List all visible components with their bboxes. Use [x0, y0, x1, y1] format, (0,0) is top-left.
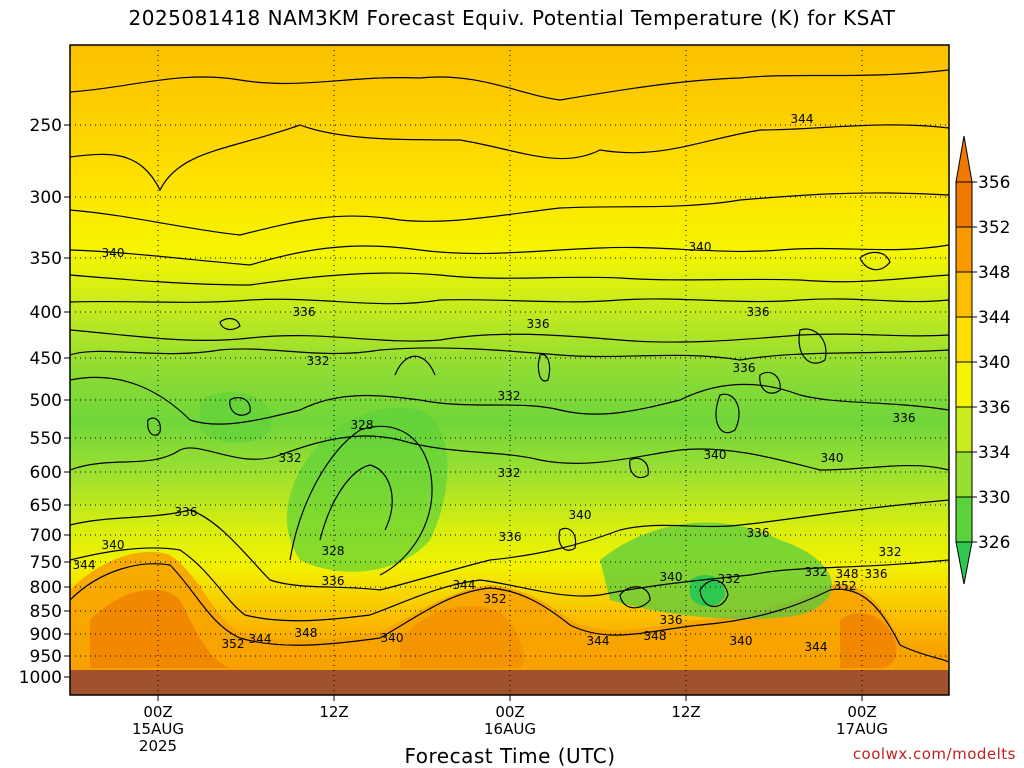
- contour-label: 352: [834, 579, 857, 593]
- contour-label: 332: [498, 389, 521, 403]
- contour-lines: [70, 69, 949, 663]
- contour-label: 348: [644, 629, 667, 643]
- y-tick-label: 300: [30, 188, 62, 208]
- colorbar-label: 336: [978, 398, 1010, 418]
- x-tick-label: 00Z: [847, 703, 876, 721]
- colorbar-segment: [955, 361, 973, 408]
- contour-label: 336: [527, 317, 550, 331]
- colorbar-segment: [955, 181, 973, 228]
- colorbar-segment: [955, 271, 973, 318]
- contour-label: 336: [322, 574, 345, 588]
- colorbar-arrow-top: [955, 135, 973, 183]
- y-tick-label: 750: [30, 553, 62, 573]
- x-tick-label: 2025: [139, 737, 177, 755]
- y-tick-label: 350: [30, 249, 62, 269]
- colorbar-label: 334: [978, 443, 1010, 463]
- colorbar-segment: [955, 451, 973, 498]
- contour-label: 340: [821, 451, 844, 465]
- contour-label: 352: [484, 592, 507, 606]
- contour-label: 340: [381, 631, 404, 645]
- contour-label: 328: [322, 544, 345, 558]
- contour-label: 336: [747, 305, 770, 319]
- contour-label: 328: [351, 418, 374, 432]
- contour-label: 332: [279, 451, 302, 465]
- contour-label: 340: [102, 538, 125, 552]
- x-tick-label: 12Z: [671, 703, 700, 721]
- y-tick-label: 550: [30, 429, 62, 449]
- contour-label: 352: [222, 637, 245, 651]
- x-tick-label: 00Z: [143, 703, 172, 721]
- y-tick-label: 700: [30, 526, 62, 546]
- contour-label: 336: [865, 567, 888, 581]
- y-tick-label: 600: [30, 463, 62, 483]
- contour-label: 332: [307, 354, 330, 368]
- y-tick-label: 800: [30, 578, 62, 598]
- contour-label: 332: [879, 545, 902, 559]
- colorbar-segment: [955, 406, 973, 453]
- y-tick-label: 400: [30, 303, 62, 323]
- contour-label: 340: [730, 634, 753, 648]
- contour-label: 340: [102, 246, 125, 260]
- contour-label: 336: [733, 361, 756, 375]
- contour-label: 336: [499, 530, 522, 544]
- x-tick-label: 12Z: [319, 703, 348, 721]
- contour-label: 336: [747, 526, 770, 540]
- contour-label: 332: [498, 466, 521, 480]
- contour-label: 332: [718, 572, 741, 586]
- contour-label: 340: [704, 448, 727, 462]
- y-tick-label: 650: [30, 496, 62, 516]
- colorbar-label: 330: [978, 488, 1010, 508]
- contour-labels: 344 340 340 336 336 336 332 336 332 336 328 332 332 3…: [73, 112, 916, 654]
- y-tick-label: 500: [30, 391, 62, 411]
- colorbar-segment: [955, 496, 973, 543]
- colorbar-label: 326: [978, 533, 1010, 553]
- colorbar-arrow-bottom: [955, 541, 973, 585]
- colorbar: 356 352 348 344 340 336 334 330 326: [955, 135, 1010, 585]
- contour-label: 336: [660, 613, 683, 627]
- chart-title: 2025081418 NAM3KM Forecast Equiv. Potent…: [128, 6, 896, 30]
- contour-label: 340: [689, 240, 712, 254]
- contour-label: 336: [893, 411, 916, 425]
- colorbar-segment: [955, 226, 973, 273]
- x-axis-title: Forecast Time (UTC): [404, 744, 616, 768]
- contour-label: 340: [569, 508, 592, 522]
- credit-text: coolwx.com/modelts: [852, 745, 1016, 763]
- y-tick-label: 850: [30, 602, 62, 622]
- gridlines: [70, 45, 949, 695]
- contour-label: 344: [791, 112, 814, 126]
- y-tick-label: 250: [30, 116, 62, 136]
- contour-label: 336: [175, 505, 198, 519]
- colorbar-label: 340: [978, 353, 1010, 373]
- colorbar-label: 352: [978, 218, 1010, 238]
- y-tick-label: 900: [30, 625, 62, 645]
- contour-label: 344: [249, 632, 272, 646]
- contour-label: 344: [805, 640, 828, 654]
- y-tick-label: 950: [30, 647, 62, 667]
- y-tick-label: 450: [30, 349, 62, 369]
- contour-label: 348: [295, 626, 318, 640]
- contour-label: 344: [453, 578, 476, 592]
- colorbar-label: 356: [978, 173, 1010, 193]
- y-axis: 250 300 350 400 450 500 550 600 650 700 750 800 850 9…: [19, 116, 70, 688]
- contour-label: 340: [660, 570, 683, 584]
- contour-label: 348: [836, 567, 859, 581]
- x-tick-label: 00Z: [495, 703, 524, 721]
- contour-label: 344: [587, 634, 610, 648]
- contour-label: 336: [293, 305, 316, 319]
- x-tick-label: 15AUG: [132, 720, 184, 738]
- colorbar-label: 344: [978, 308, 1010, 328]
- colorbar-label: 348: [978, 263, 1010, 283]
- x-tick-label: 16AUG: [484, 720, 536, 738]
- contour-label: 332: [805, 565, 828, 579]
- contour-label: 344: [73, 558, 96, 572]
- y-tick-label: 1000: [19, 668, 62, 688]
- colorbar-segment: [955, 316, 973, 363]
- x-tick-label: 17AUG: [836, 720, 888, 738]
